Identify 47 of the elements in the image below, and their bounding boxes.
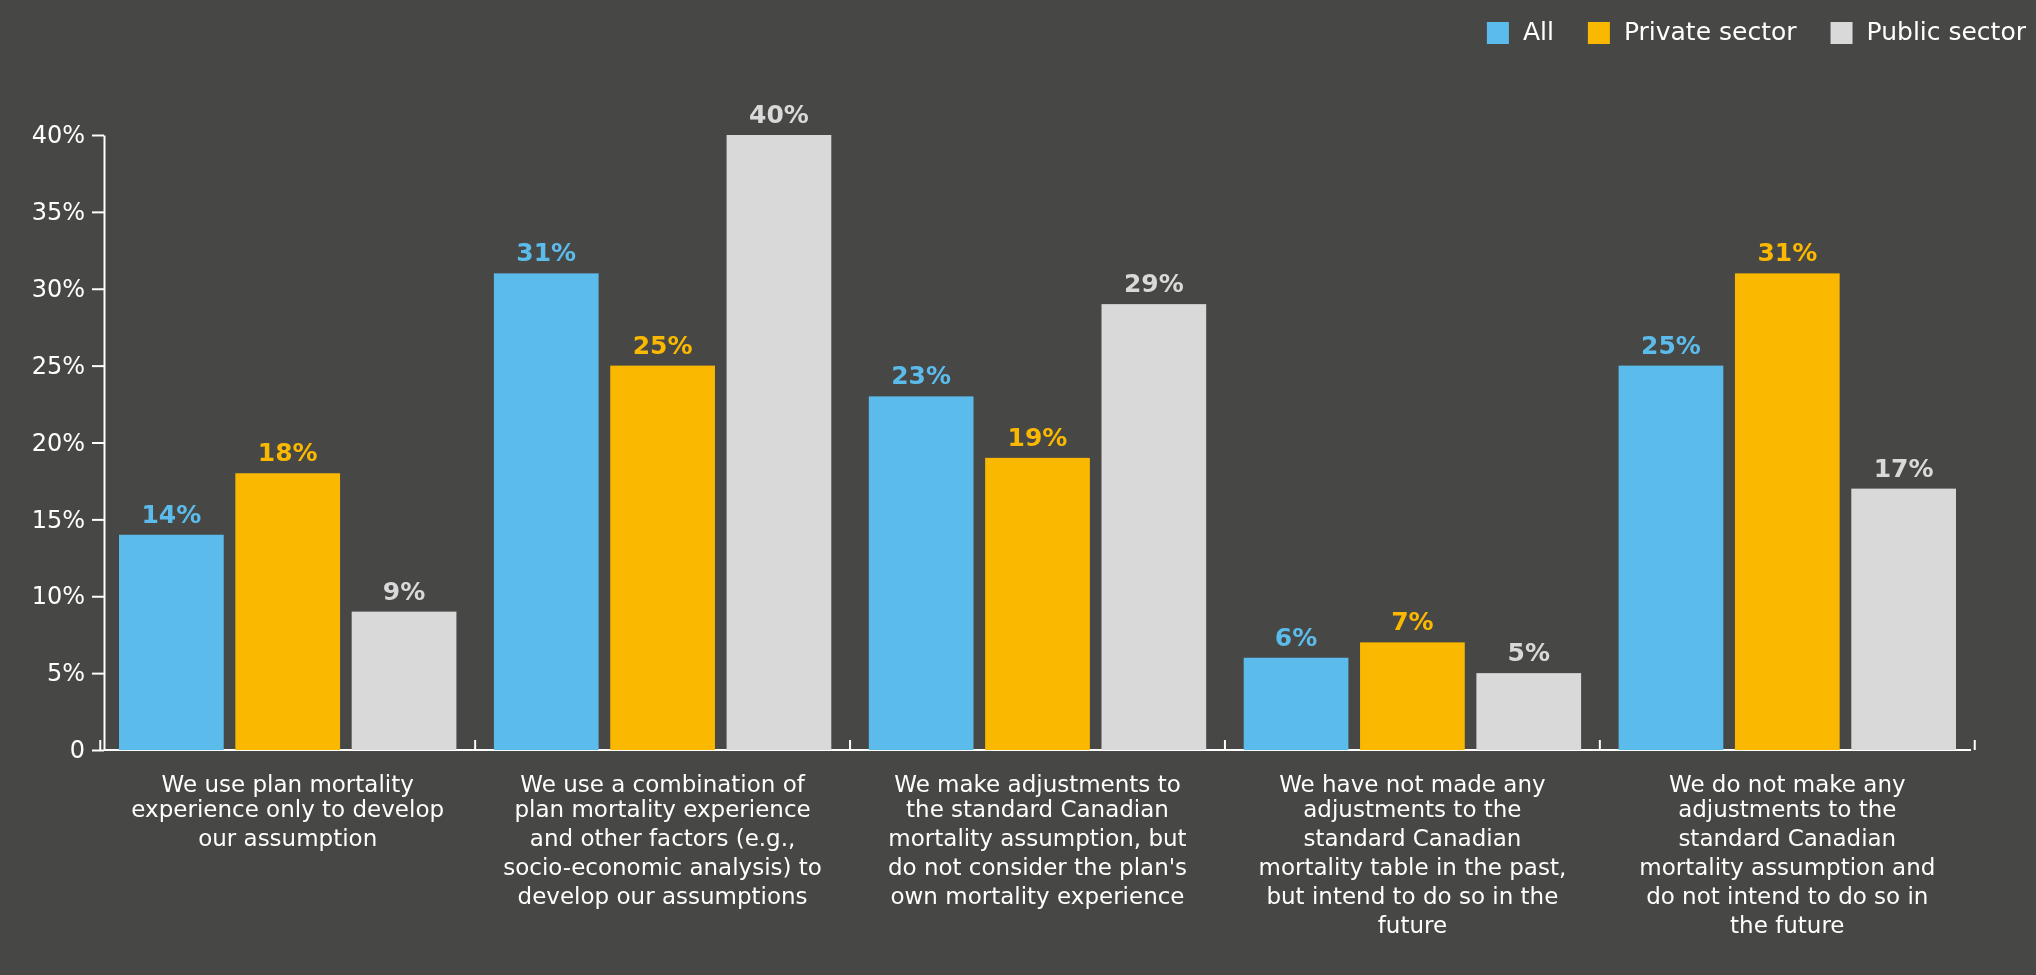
x-tick-label: We use a combination of plan mortality experience and other factors (e.g., socio-economic analysis) to develop our assumptions [503,771,822,909]
legend-label: Private sector [1623,17,1798,46]
bar [1618,365,1724,750]
text: 18% [257,438,318,468]
legend-label: Public sector [1866,17,2027,46]
text: 6% [1274,622,1318,652]
y-tick-label: 30% [31,274,85,303]
x-tick-label: We use plan mortality experience only to develop our assumption [131,771,445,851]
bar [1851,488,1956,750]
bar [1734,273,1840,750]
y-tick-label: 20% [31,428,85,457]
text: 9% [382,576,426,606]
y-tick-label: 10% [31,582,85,611]
text: 5% [1507,638,1550,668]
y-tick-label: 0 [69,736,85,765]
y-tick-label: 40% [31,121,85,150]
bar [351,611,457,750]
bar [1360,642,1465,750]
legend-label: All [1522,17,1554,46]
text: 25% [1641,330,1701,360]
y-tick-label: 15% [31,505,85,534]
bar [1101,304,1207,750]
bar [493,273,599,750]
x-tick-label: We do not make any adjustments to the standard Canadian mortality assumption and do not intend to do so in the future [1639,771,1936,938]
bar [868,396,974,750]
bar [235,473,341,750]
x-tick-label: We have not made any adjustments to the standard Canadian mortality table in the past, but intend to do so in the future [1258,771,1567,938]
text: 7% [1391,607,1434,637]
y-tick-label: 5% [46,659,85,688]
y-tick-label: 35% [31,198,85,227]
bar [1476,673,1582,750]
text: 25% [632,330,693,360]
bar [119,534,224,750]
text: 29% [1123,269,1184,299]
text: 17% [1873,453,1934,483]
text: 31% [1757,238,1818,268]
y-tick-label: 25% [31,351,85,380]
bar [985,457,1090,750]
bar [1243,657,1349,750]
x-tick-label: We make adjustments to the standard Canadian mortality assumption, but do not consider the plan's own mortality experience [887,771,1188,909]
bar [726,135,832,750]
text: 31% [516,238,577,268]
bar [610,365,715,750]
text: 23% [891,361,952,391]
text: 19% [1007,422,1068,452]
text: 14% [141,499,202,529]
text: 40% [749,100,809,129]
